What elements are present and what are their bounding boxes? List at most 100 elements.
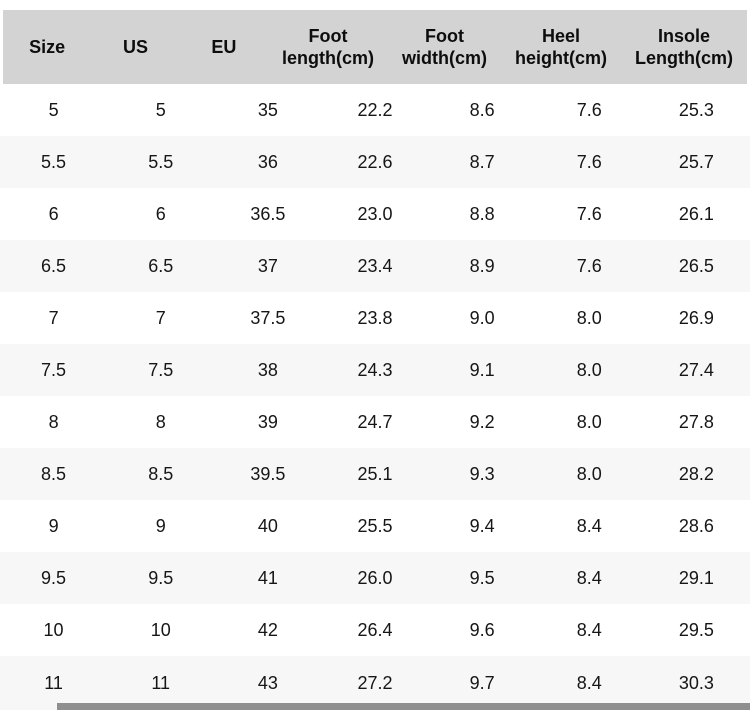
- cell: 8.9: [469, 255, 495, 276]
- cell: 36: [257, 151, 278, 172]
- cell: 26.5: [678, 255, 714, 276]
- cell: 22.2: [357, 99, 393, 120]
- column-header-heel-height: Heel height(cm): [514, 26, 607, 68]
- column-header-eu: EU: [211, 37, 237, 57]
- cell: 8.5: [148, 463, 174, 484]
- cell: 8.4: [576, 672, 602, 693]
- cell: 24.7: [357, 411, 393, 432]
- scrollbar-thumb[interactable]: [57, 703, 750, 710]
- cell: 39.5: [250, 463, 286, 484]
- cell: 10: [150, 619, 171, 640]
- cell: 26.4: [357, 619, 393, 640]
- cell: 9.0: [469, 307, 495, 328]
- size-chart-table: Size US EU Foot length(cm) Foot width(cm…: [0, 10, 750, 710]
- cell: 40: [257, 515, 278, 536]
- cell: 11: [151, 672, 171, 693]
- cell: 25.1: [357, 463, 393, 484]
- cell: 26.9: [678, 307, 714, 328]
- cell: 9.5: [469, 567, 495, 588]
- column-header-size: Size: [29, 37, 66, 57]
- cell: 8: [155, 411, 166, 432]
- column-header-us: US: [122, 37, 148, 57]
- table-row: 7.5 7.5 38 24.3 9.1 8.0 27.4: [0, 344, 750, 396]
- cell: 6: [48, 203, 59, 224]
- cell: 7.6: [576, 99, 602, 120]
- cell: 8.4: [576, 515, 602, 536]
- cell: 7.6: [576, 203, 602, 224]
- cell: 9.4: [469, 515, 495, 536]
- table-row: 6 6 36.5 23.0 8.8 7.6 26.1: [0, 188, 750, 240]
- cell: 6: [155, 203, 166, 224]
- cell: 8.7: [469, 151, 495, 172]
- cell: 28.6: [678, 515, 714, 536]
- cell: 9.1: [469, 359, 495, 380]
- column-header-foot-length: Foot length(cm): [281, 26, 374, 68]
- cell: 37.5: [250, 307, 286, 328]
- cell: 8.0: [576, 307, 602, 328]
- cell: 26.1: [678, 203, 714, 224]
- cell: 39: [257, 411, 278, 432]
- table-body: 5 5 35 22.2 8.6 7.6 25.3 5.5 5.5 36 22.6…: [0, 84, 750, 710]
- table-row: 8.5 8.5 39.5 25.1 9.3 8.0 28.2: [0, 448, 750, 500]
- cell: 27.2: [357, 672, 393, 693]
- cell: 30.3: [678, 672, 714, 693]
- cell: 7: [155, 307, 166, 328]
- cell: 7.5: [148, 359, 174, 380]
- cell: 9: [48, 515, 59, 536]
- cell: 8: [48, 411, 59, 432]
- cell: 26.0: [357, 567, 393, 588]
- cell: 5: [155, 99, 166, 120]
- cell: 9.2: [469, 411, 495, 432]
- cell: 8.8: [469, 203, 495, 224]
- table-row: 6.5 6.5 37 23.4 8.9 7.6 26.5: [0, 240, 750, 292]
- column-header-insole-length: Insole Length(cm): [634, 26, 733, 68]
- cell: 37: [257, 255, 278, 276]
- cell: 23.8: [357, 307, 393, 328]
- cell: 8.0: [576, 463, 602, 484]
- table-row: 9 9 40 25.5 9.4 8.4 28.6: [0, 500, 750, 552]
- cell: 25.7: [678, 151, 714, 172]
- cell: 8.0: [576, 411, 602, 432]
- table-row: 7 7 37.5 23.8 9.0 8.0 26.9: [0, 292, 750, 344]
- cell: 8.4: [576, 567, 602, 588]
- table-row: 10 10 42 26.4 9.6 8.4 29.5: [0, 604, 750, 656]
- cell: 25.5: [357, 515, 393, 536]
- horizontal-scrollbar[interactable]: [0, 703, 750, 710]
- cell: 9.6: [469, 619, 495, 640]
- table-row: 5.5 5.5 36 22.6 8.7 7.6 25.7: [0, 136, 750, 188]
- cell: 6.5: [148, 255, 174, 276]
- cell: 7.6: [576, 255, 602, 276]
- table-row: 5 5 35 22.2 8.6 7.6 25.3: [0, 84, 750, 136]
- cell: 29.1: [678, 567, 714, 588]
- cell: 9.5: [41, 567, 67, 588]
- cell: 11: [44, 672, 63, 693]
- column-header-foot-width: Foot width(cm): [401, 26, 487, 68]
- cell: 42: [257, 619, 278, 640]
- cell: 24.3: [357, 359, 393, 380]
- cell: 41: [257, 567, 278, 588]
- cell: 23.0: [357, 203, 393, 224]
- cell: 9.7: [469, 672, 495, 693]
- cell: 5.5: [41, 151, 67, 172]
- cell: 9: [155, 515, 166, 536]
- cell: 10: [43, 619, 64, 640]
- cell: 8.6: [469, 99, 495, 120]
- cell: 8.5: [41, 463, 67, 484]
- cell: 36.5: [250, 203, 286, 224]
- cell: 8.4: [576, 619, 602, 640]
- cell: 8.0: [576, 359, 602, 380]
- cell: 5.5: [148, 151, 174, 172]
- cell: 27.8: [678, 411, 714, 432]
- cell: 7.5: [41, 359, 67, 380]
- cell: 38: [257, 359, 278, 380]
- table-row: 8 8 39 24.7 9.2 8.0 27.8: [0, 396, 750, 448]
- cell: 7.6: [576, 151, 602, 172]
- table-row: 9.5 9.5 41 26.0 9.5 8.4 29.1: [0, 552, 750, 604]
- cell: 9.5: [148, 567, 174, 588]
- cell: 43: [257, 672, 278, 693]
- cell: 23.4: [357, 255, 393, 276]
- cell: 29.5: [678, 619, 714, 640]
- cell: 28.2: [678, 463, 714, 484]
- cell: 7: [48, 307, 59, 328]
